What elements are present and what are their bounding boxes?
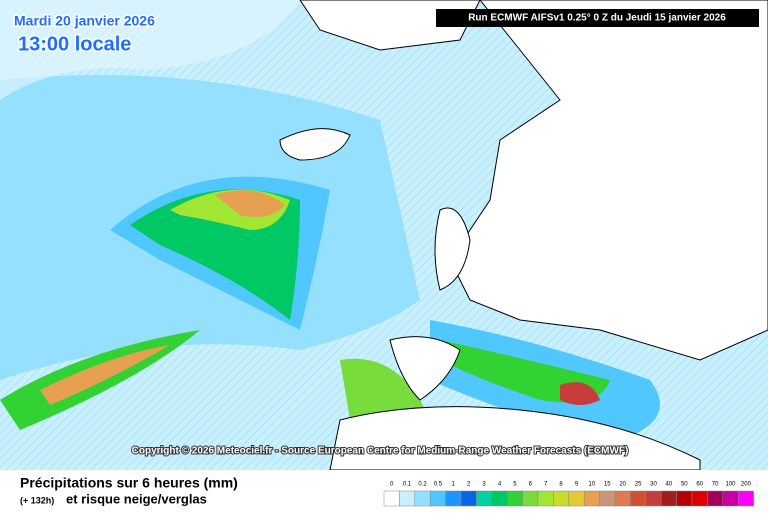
- legend-swatch: [583, 490, 600, 507]
- legend-label: 0.2: [418, 482, 427, 488]
- legend-swatch: [476, 490, 493, 507]
- legend-label: 1: [452, 482, 456, 488]
- legend-label: 25: [635, 482, 642, 488]
- run-info: Run ECMWF AIFSv1 0.25° 0 Z du Jeudi 15 j…: [468, 13, 726, 24]
- legend-label: 0: [390, 482, 394, 488]
- legend-label: 7: [544, 482, 548, 488]
- legend-label: 0.5: [434, 482, 443, 488]
- legend: 0 0.1 0.2 0.5 1 2 3 4 5 6 7 8 9 10 15 20 25 30 40 50 60 70 100…: [383, 482, 754, 507]
- run-box: [436, 9, 759, 27]
- legend-swatch: [707, 490, 724, 507]
- legend-swatch: [599, 490, 616, 507]
- legend-swatch: [568, 490, 585, 507]
- legend-swatch: [491, 490, 508, 507]
- legend-label: 3: [482, 482, 486, 488]
- legend-label: 60: [696, 482, 703, 488]
- legend-label: 6: [529, 482, 533, 488]
- legend-swatch: [645, 490, 662, 507]
- footer-lead: (+ 132h): [20, 495, 54, 505]
- map: [0, 0, 768, 471]
- legend-label: 10: [589, 482, 596, 488]
- footer-title: Précipitations sur 6 heures (mm): [20, 475, 238, 491]
- legend-swatch: [383, 490, 400, 507]
- forecast-time: 13:00 locale: [18, 33, 131, 55]
- legend-label: 8: [559, 482, 563, 488]
- legend-label: 50: [681, 482, 688, 488]
- legend-label: 30: [650, 482, 657, 488]
- legend-swatch: [506, 490, 523, 507]
- legend-swatch: [553, 490, 570, 507]
- legend-label: 70: [712, 482, 719, 488]
- legend-swatch: [537, 490, 554, 507]
- legend-label: 200: [741, 482, 752, 488]
- legend-swatch: [429, 490, 446, 507]
- legend-swatch: [722, 490, 739, 507]
- legend-swatch: [445, 490, 462, 507]
- legend-swatch: [522, 490, 539, 507]
- legend-label: 20: [619, 482, 626, 488]
- legend-label: 4: [498, 482, 502, 488]
- legend-label: 0.1: [403, 482, 412, 488]
- legend-swatch: [630, 490, 647, 507]
- legend-label: 100: [725, 482, 736, 488]
- legend-swatch: [691, 490, 708, 507]
- legend-label: 5: [513, 482, 517, 488]
- legend-label: 15: [604, 482, 611, 488]
- legend-label: 2: [467, 482, 471, 488]
- forecast-date: Mardi 20 janvier 2026: [14, 13, 155, 29]
- legend-swatch: [460, 490, 477, 507]
- footer-subtitle: et risque neige/verglas: [66, 491, 207, 506]
- legend-swatch: [676, 490, 693, 507]
- legend-label: 9: [575, 482, 579, 488]
- legend-swatch: [399, 490, 416, 507]
- legend-swatch: [614, 490, 631, 507]
- legend-swatch: [737, 490, 754, 507]
- legend-swatch: [660, 490, 677, 507]
- copyright: Copyright © 2026 Meteociel.fr - Source E…: [132, 446, 629, 457]
- legend-label: 40: [666, 482, 673, 488]
- legend-swatch: [414, 490, 431, 507]
